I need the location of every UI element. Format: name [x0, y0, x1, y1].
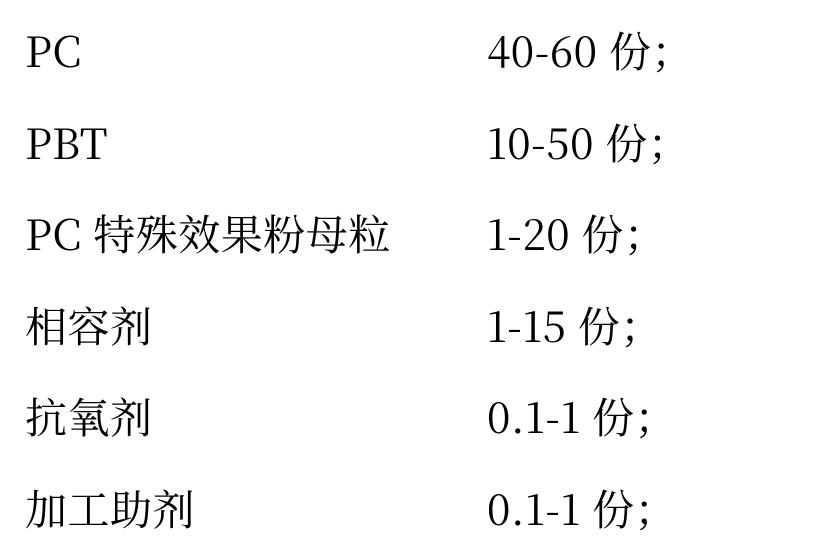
component-label: PBT [25, 112, 108, 172]
list-row: PC 40-60 份； [25, 20, 813, 80]
list-row: 加工助剂 0.1-1 份； [25, 478, 813, 538]
component-amount: 10-50 份； [487, 112, 690, 172]
list-row: PC 特殊效果粉母粒 1-20 份； [25, 203, 813, 263]
component-amount: 0.1-1 份； [487, 478, 677, 538]
list-row: 相容剂 1-15 份； [25, 295, 813, 355]
component-label: PC [25, 20, 82, 80]
list-row: 抗氧剂 0.1-1 份； [25, 386, 813, 446]
component-amount: 1-20 份； [487, 203, 666, 263]
component-amount: 1-15 份； [487, 295, 663, 355]
component-amount: 0.1-1 份； [487, 386, 677, 446]
component-label: PC 特殊效果粉母粒 [25, 203, 391, 263]
list-row: PBT 10-50 份； [25, 112, 813, 172]
component-label: 加工助剂 [25, 478, 195, 538]
component-label: 相容剂 [25, 295, 153, 355]
component-amount: 40-60 份； [487, 20, 694, 80]
component-label: 抗氧剂 [25, 386, 153, 446]
composition-list: PC 40-60 份； PBT 10-50 份； PC 特殊效果粉母粒 1-20… [0, 0, 828, 558]
